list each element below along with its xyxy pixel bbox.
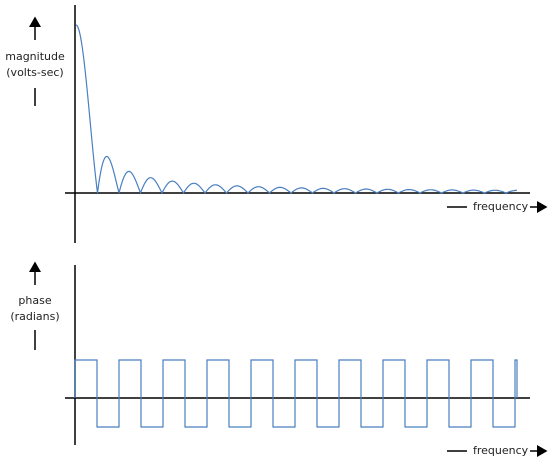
y-label: phase: [18, 294, 51, 307]
y-label: (volts-sec): [6, 66, 63, 79]
x-label: frequency: [473, 444, 529, 457]
x-label: frequency: [473, 200, 529, 213]
y-label: (radians): [10, 310, 59, 323]
magnitude-curve: [75, 24, 517, 195]
phase-curve: [74, 359, 518, 428]
y-label: magnitude: [5, 50, 65, 63]
